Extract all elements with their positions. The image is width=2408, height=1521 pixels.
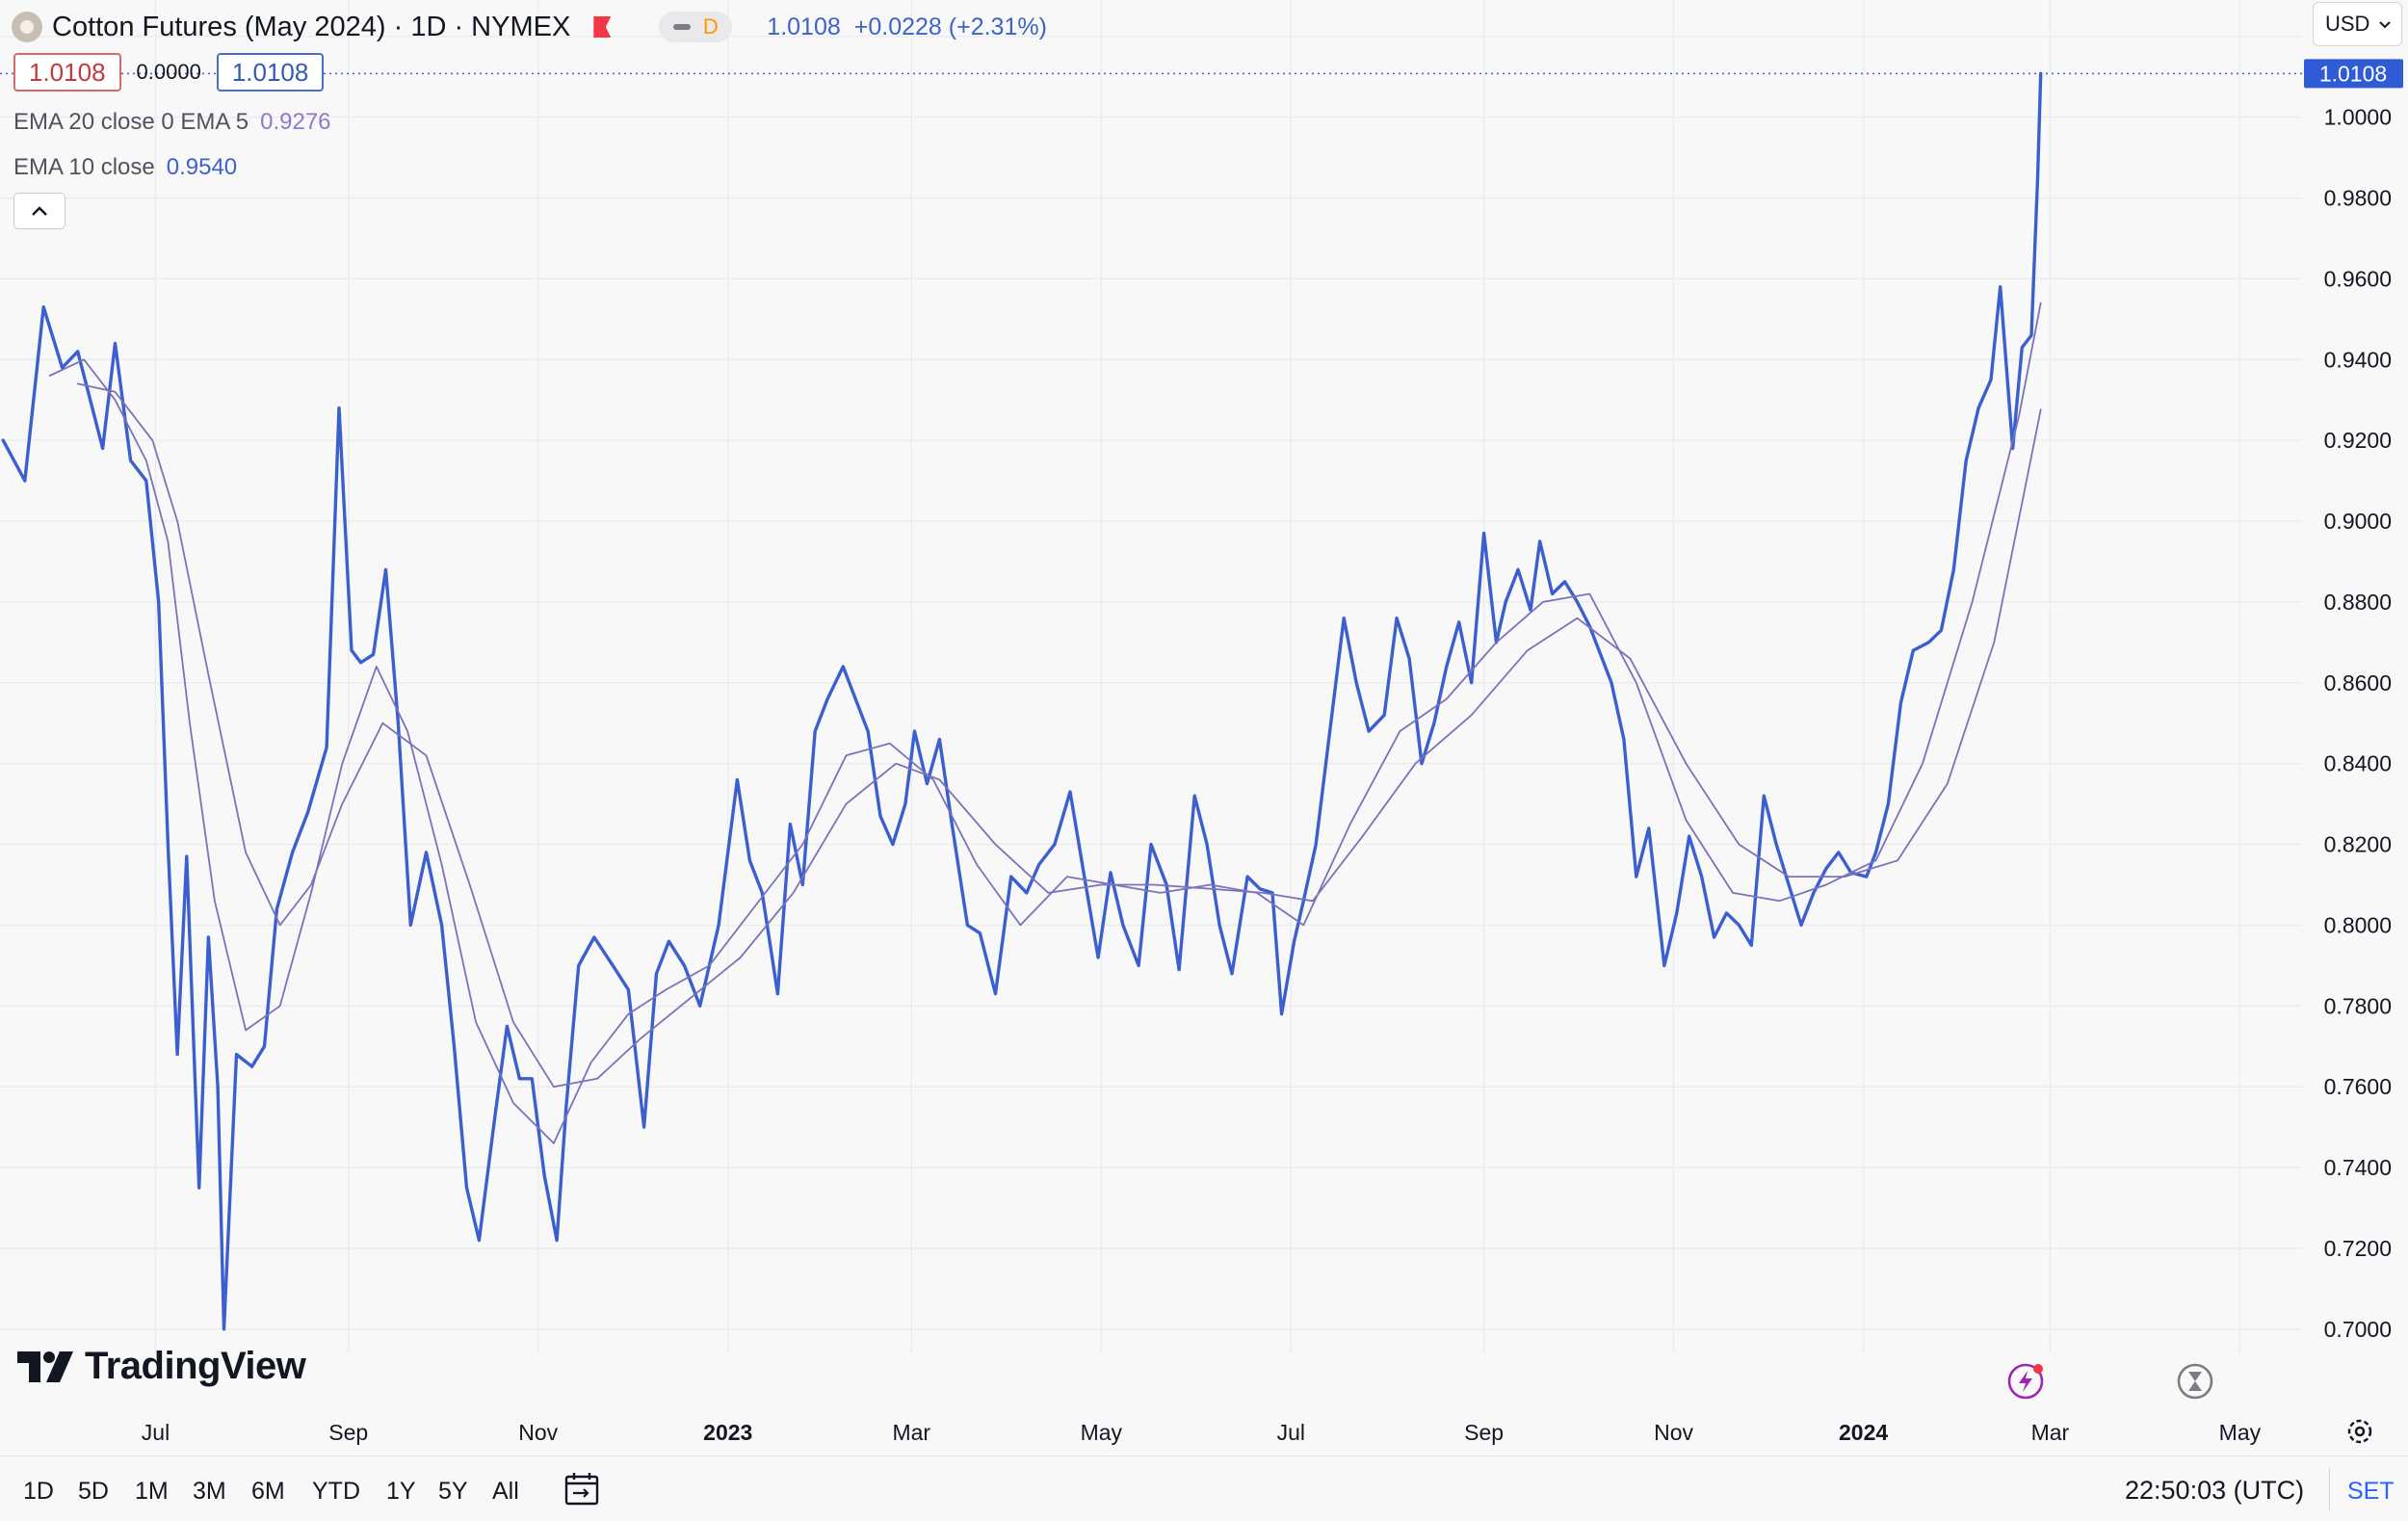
range-1y-button[interactable]: 1Y: [386, 1478, 416, 1505]
y-tick-label: 0.7400: [2324, 1155, 2392, 1180]
utc-clock[interactable]: 22:50:03 (UTC): [2125, 1476, 2305, 1505]
x-tick-label: Sep: [1464, 1420, 1504, 1445]
trade-row: 1.0108 0.0000 1.0108: [13, 53, 325, 92]
x-tick-label: Mar: [892, 1420, 930, 1445]
chevron-down-icon: [2379, 21, 2391, 29]
chart-series: [1, 71, 2043, 1331]
ema-10-value: 0.9540: [166, 154, 238, 180]
y-tick-label: 0.7200: [2324, 1236, 2392, 1261]
x-tick-label: Sep: [328, 1420, 368, 1445]
last-price-tag: 1.0108: [2304, 59, 2403, 89]
x-tick-label: May: [1081, 1420, 1123, 1445]
currency-label: USD: [2325, 12, 2370, 36]
range-ytd-button[interactable]: YTD: [312, 1478, 360, 1505]
cotton-symbol-icon: [12, 12, 42, 42]
range-6m-button[interactable]: 6M: [251, 1478, 285, 1505]
x-tick-label: May: [2219, 1420, 2262, 1445]
x-tick-label: Mar: [2031, 1420, 2070, 1445]
toolbar-divider: [2329, 1468, 2330, 1510]
y-tick-label: 0.8200: [2324, 832, 2392, 857]
chart-grid: [0, 0, 2302, 1353]
bottom-toolbar: 1D 5D 1M 3M 6M YTD 1Y 5Y All 22:50:03 (U…: [0, 1455, 2408, 1521]
market-closed-flag-icon[interactable]: [593, 16, 612, 38]
tradingview-logo[interactable]: TradingView: [17, 1345, 306, 1388]
price-axis[interactable]: 1.02001.00000.98000.96000.94000.92000.90…: [2324, 24, 2392, 1342]
y-tick-label: 0.8000: [2324, 912, 2392, 937]
ema-20-value: 0.9276: [260, 109, 331, 135]
range-5d-button[interactable]: 5D: [78, 1478, 109, 1505]
range-3m-button[interactable]: 3M: [193, 1478, 226, 1505]
ema-20-line: [76, 382, 2042, 1088]
buy-button[interactable]: 1.0108: [216, 53, 325, 92]
last-price: 1.0108: [767, 13, 841, 40]
last-price-tag-bg: [2304, 59, 2403, 89]
y-tick-label: 0.7000: [2324, 1317, 2392, 1342]
x-tick-label: Jul: [142, 1420, 170, 1445]
y-tick-label: 0.8400: [2324, 751, 2392, 776]
range-1d-button[interactable]: 1D: [23, 1478, 54, 1505]
interval-badge[interactable]: D: [659, 12, 733, 42]
chevron-up-icon: [32, 206, 47, 216]
minus-icon: [672, 24, 691, 30]
ema-20-label: EMA 20 close 0 EMA 5: [13, 109, 249, 135]
x-tick-label: 2024: [1839, 1420, 1888, 1445]
ema-10-legend[interactable]: EMA 10 close 0.9540: [13, 154, 237, 181]
calendar-range-icon[interactable]: [564, 1472, 601, 1507]
x-tick-label: Jul: [1277, 1420, 1305, 1445]
range-5y-button[interactable]: 5Y: [438, 1478, 468, 1505]
y-tick-label: 0.8600: [2324, 670, 2392, 695]
settings-gear-icon[interactable]: [2344, 1416, 2375, 1447]
collapse-legend-button[interactable]: [13, 193, 65, 229]
price-change: +0.0228 (+2.31%): [853, 13, 1047, 40]
symbol-title[interactable]: Cotton Futures (May 2024) · 1D · NYMEX: [52, 11, 571, 42]
last-price-tag-label: 1.0108: [2319, 61, 2387, 86]
y-tick-label: 0.9000: [2324, 509, 2392, 534]
y-tick-label: 0.9800: [2324, 186, 2392, 211]
tradingview-logo-icon: [17, 1351, 73, 1382]
sell-button[interactable]: 1.0108: [13, 53, 121, 92]
time-axis[interactable]: Jul Sep Nov 2023 Mar May Jul Sep Nov 2024 Mar May: [142, 1420, 2262, 1445]
x-tick-label: Nov: [1654, 1420, 1693, 1445]
close-price-line: [1, 71, 2043, 1331]
symbol-header[interactable]: Cotton Futures (May 2024) · 1D · NYMEX D…: [12, 6, 1047, 48]
session-button[interactable]: SET: [2347, 1478, 2395, 1505]
y-tick-label: 1.0000: [2324, 105, 2392, 130]
y-tick-label: 0.8800: [2324, 590, 2392, 615]
lightning-icon[interactable]: [2005, 1361, 2046, 1402]
x-tick-label: 2023: [703, 1420, 752, 1445]
ema-10-label: EMA 10 close: [13, 154, 155, 180]
y-tick-label: 0.9400: [2324, 347, 2392, 372]
y-tick-label: 0.7600: [2324, 1074, 2392, 1099]
hourglass-icon[interactable]: [2175, 1361, 2215, 1402]
y-tick-label: 0.7800: [2324, 993, 2392, 1018]
range-all-button[interactable]: All: [492, 1478, 519, 1505]
currency-select[interactable]: USD: [2313, 2, 2402, 46]
interval-badge-label: D: [702, 14, 719, 39]
range-1m-button[interactable]: 1M: [135, 1478, 169, 1505]
x-tick-label: Nov: [518, 1420, 558, 1445]
ema-10-line: [48, 302, 2042, 1144]
y-tick-label: 0.9600: [2324, 266, 2392, 291]
tradingview-wordmark: TradingView: [85, 1345, 306, 1387]
ema-20-legend[interactable]: EMA 20 close 0 EMA 5 0.9276: [13, 109, 331, 136]
spread-value: 0.0000: [136, 60, 201, 84]
y-tick-label: 0.9200: [2324, 428, 2392, 453]
